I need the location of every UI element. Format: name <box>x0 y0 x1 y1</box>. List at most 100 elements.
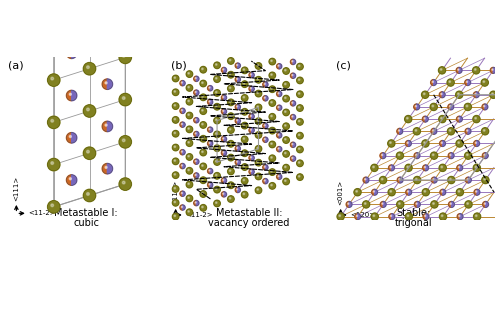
Circle shape <box>484 203 486 204</box>
Circle shape <box>292 75 293 76</box>
Circle shape <box>188 72 190 74</box>
Circle shape <box>242 109 248 115</box>
Polygon shape <box>224 95 226 100</box>
Circle shape <box>482 128 488 135</box>
Polygon shape <box>432 177 434 183</box>
Circle shape <box>422 140 429 147</box>
Polygon shape <box>457 165 460 171</box>
Circle shape <box>186 168 192 174</box>
Circle shape <box>186 209 192 215</box>
Circle shape <box>256 77 262 83</box>
Circle shape <box>464 152 472 159</box>
Circle shape <box>292 116 293 117</box>
Circle shape <box>243 165 244 167</box>
Circle shape <box>242 164 248 170</box>
Circle shape <box>174 146 176 147</box>
Circle shape <box>188 86 190 88</box>
Circle shape <box>447 79 454 86</box>
Circle shape <box>278 176 279 177</box>
Circle shape <box>186 154 192 160</box>
Polygon shape <box>276 105 279 110</box>
Circle shape <box>283 109 290 116</box>
Polygon shape <box>363 177 366 183</box>
Circle shape <box>473 116 480 123</box>
Circle shape <box>466 130 468 131</box>
Circle shape <box>223 96 224 98</box>
Polygon shape <box>196 131 199 137</box>
Circle shape <box>223 69 224 70</box>
Circle shape <box>356 191 358 192</box>
Circle shape <box>122 97 125 100</box>
Circle shape <box>476 191 477 192</box>
Polygon shape <box>194 201 196 206</box>
Circle shape <box>119 136 132 148</box>
Circle shape <box>430 152 438 159</box>
Polygon shape <box>263 137 266 142</box>
Circle shape <box>230 60 231 61</box>
Polygon shape <box>383 202 386 207</box>
Polygon shape <box>460 116 462 122</box>
Circle shape <box>236 106 238 107</box>
Circle shape <box>216 188 217 190</box>
Polygon shape <box>252 128 254 133</box>
Polygon shape <box>194 90 196 95</box>
Polygon shape <box>249 169 252 174</box>
Circle shape <box>228 140 234 147</box>
Circle shape <box>441 142 442 143</box>
Circle shape <box>209 142 210 143</box>
Polygon shape <box>451 153 454 158</box>
Circle shape <box>371 164 378 171</box>
Polygon shape <box>418 202 420 207</box>
Circle shape <box>278 106 279 108</box>
Circle shape <box>284 111 286 112</box>
Polygon shape <box>426 165 428 171</box>
Polygon shape <box>66 175 71 185</box>
Polygon shape <box>224 192 226 197</box>
Circle shape <box>484 106 485 107</box>
Circle shape <box>214 76 220 83</box>
Polygon shape <box>252 169 254 174</box>
Circle shape <box>195 91 196 93</box>
Circle shape <box>172 75 179 82</box>
Circle shape <box>492 93 494 94</box>
Circle shape <box>172 158 179 165</box>
Polygon shape <box>196 201 199 206</box>
Circle shape <box>174 160 176 161</box>
Circle shape <box>70 135 71 138</box>
Polygon shape <box>249 128 252 133</box>
Circle shape <box>202 123 203 125</box>
Circle shape <box>296 174 303 180</box>
Polygon shape <box>456 116 460 122</box>
Polygon shape <box>182 81 185 86</box>
Polygon shape <box>238 160 240 165</box>
Circle shape <box>416 154 417 156</box>
Circle shape <box>230 73 231 75</box>
Circle shape <box>214 104 220 110</box>
Polygon shape <box>482 153 485 158</box>
Circle shape <box>243 83 244 84</box>
Circle shape <box>243 124 244 125</box>
Circle shape <box>200 204 206 211</box>
Circle shape <box>256 63 262 69</box>
Polygon shape <box>194 131 196 137</box>
Circle shape <box>202 192 203 194</box>
Circle shape <box>209 101 210 102</box>
Polygon shape <box>222 95 224 100</box>
Circle shape <box>122 12 125 15</box>
Polygon shape <box>448 202 452 207</box>
Polygon shape <box>448 104 451 110</box>
Circle shape <box>257 175 258 176</box>
Circle shape <box>298 162 300 163</box>
Polygon shape <box>465 128 468 134</box>
Circle shape <box>174 91 176 92</box>
Circle shape <box>438 67 446 74</box>
Circle shape <box>84 147 96 159</box>
Circle shape <box>51 119 54 122</box>
Circle shape <box>223 179 224 180</box>
Circle shape <box>466 154 468 156</box>
Polygon shape <box>72 48 77 59</box>
Polygon shape <box>468 177 471 183</box>
Circle shape <box>243 69 244 70</box>
Polygon shape <box>263 165 266 170</box>
Circle shape <box>250 129 252 130</box>
